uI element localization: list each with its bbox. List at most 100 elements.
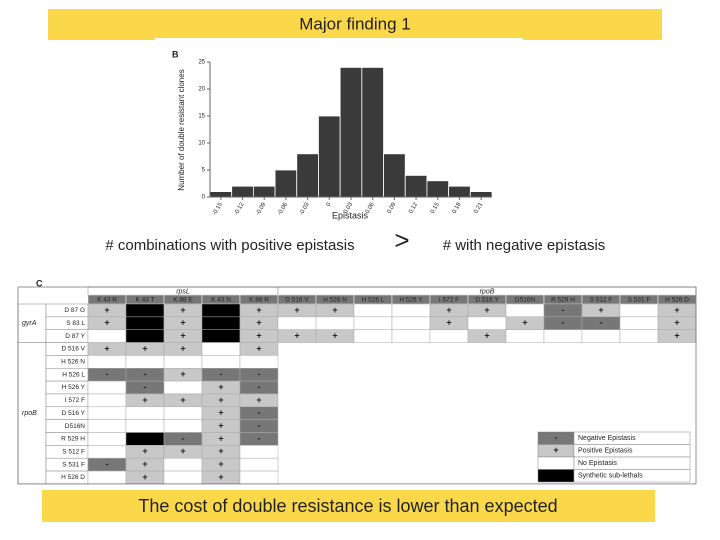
cell [87, 355, 127, 369]
cell-text: - [258, 433, 261, 443]
cell-text: - [258, 382, 261, 392]
y-tick-label: 10 [198, 141, 205, 147]
cell [125, 316, 165, 330]
legend-label: No Epistasis [578, 460, 617, 467]
cell [201, 342, 241, 356]
cell [505, 329, 545, 343]
y-tick-label: 15 [198, 114, 205, 120]
cell-text: + [446, 318, 451, 328]
cell [87, 406, 127, 420]
cell-text: + [142, 446, 147, 456]
cell [353, 303, 393, 318]
bar [448, 185, 471, 198]
row-header-label: S 531 F [62, 461, 85, 468]
cell-text: - [562, 318, 565, 328]
bar [383, 153, 406, 198]
cell-text: - [106, 459, 109, 469]
row-header-label: S 83 L [66, 320, 85, 327]
x-tick-label: -0.06 [277, 201, 289, 216]
cell-text: + [294, 305, 299, 315]
row-header-label: H 526 D [61, 474, 85, 481]
cell-text: + [180, 395, 185, 405]
table: rpsL K 43 R K 43 T K 88 E K 43 N K 88 R rpoB D … [17, 286, 697, 485]
x-tick-label: 0.03 [343, 201, 354, 215]
y-tick-label: 0 [202, 195, 206, 201]
cell-text: + [294, 331, 299, 341]
cell [239, 470, 279, 485]
x-tick-label: 0.18 [452, 201, 463, 215]
cell-text: + [218, 395, 223, 405]
footer-text: The cost of double resistance is lower t… [138, 496, 557, 516]
x-tick-label: -0.03 [299, 201, 311, 216]
cell [125, 406, 165, 420]
column-header-label: D516N [515, 297, 536, 304]
row-header-label: D 516 V [62, 346, 86, 353]
cell [391, 316, 431, 330]
bar [274, 169, 298, 198]
cell-text: + [180, 318, 185, 328]
cell [87, 432, 127, 446]
cell-text: + [446, 305, 451, 315]
column-header-label: H 526 Y [399, 297, 423, 304]
cell [87, 380, 127, 395]
cell-text: - [144, 382, 147, 392]
cell-text: + [104, 343, 109, 353]
bar [339, 67, 363, 198]
cell [125, 329, 165, 343]
legend-symbol: + [553, 445, 558, 455]
cell-text: + [218, 382, 223, 392]
cell [353, 329, 393, 343]
cell [239, 355, 279, 369]
cell-text: + [218, 459, 223, 469]
column-header-label: S 512 F [590, 297, 613, 304]
column-header-label: K 88 E [173, 297, 193, 304]
row-header-label: H 526 N [61, 359, 85, 366]
row-header-label: D 516 Y [62, 410, 86, 417]
bar [209, 191, 233, 198]
cell [163, 470, 203, 485]
row-group-label: gyrA [22, 320, 37, 327]
cell [505, 303, 545, 318]
cell [87, 419, 127, 433]
bar [296, 153, 319, 198]
x-tick-label: 0.21 [473, 201, 484, 215]
cell-text: + [674, 305, 679, 315]
column-header-label: I 572 F [439, 297, 459, 304]
cell-text: + [256, 343, 261, 353]
cell-text: + [218, 472, 223, 482]
column-header-label: R 529 H [551, 297, 575, 304]
row-group-label: rpoB [22, 410, 37, 417]
column-header-label: D 516 Y [475, 297, 499, 304]
cell-text: + [180, 331, 185, 341]
cell [315, 316, 355, 330]
cell [277, 316, 317, 330]
cell-text: - [600, 318, 603, 328]
x-tick-label: 0 [326, 201, 333, 207]
cell-text: + [218, 433, 223, 443]
legend-swatch [537, 456, 575, 470]
row-header-label: D516N [65, 423, 86, 430]
cell-text: - [182, 433, 185, 443]
column-header-label: S 531 F [628, 297, 651, 304]
column-header-label: K 43 R [97, 297, 117, 304]
cell-text: + [104, 305, 109, 315]
cell-text: - [258, 408, 261, 418]
bar [404, 174, 428, 198]
cell-text: + [218, 446, 223, 456]
statement-right: # with negative epistasis [443, 237, 606, 254]
cell [581, 329, 621, 343]
cell [201, 329, 241, 343]
x-tick-label: -0.15 [212, 201, 224, 216]
x-tick-label: 0.12 [408, 201, 419, 215]
cell-text: - [220, 369, 223, 379]
cell [163, 355, 203, 369]
cell-text: + [142, 395, 147, 405]
y-tick-label: 20 [198, 87, 205, 93]
cell-text: + [256, 318, 261, 328]
cell [353, 316, 393, 330]
row-header-label: R 529 H [61, 436, 85, 443]
slide-title: Major finding 1 [299, 14, 411, 33]
x-tick-label: -0.12 [234, 201, 246, 216]
legend-label: Negative Epistasis [578, 435, 636, 442]
column-header-label: H 526 D [665, 297, 689, 304]
